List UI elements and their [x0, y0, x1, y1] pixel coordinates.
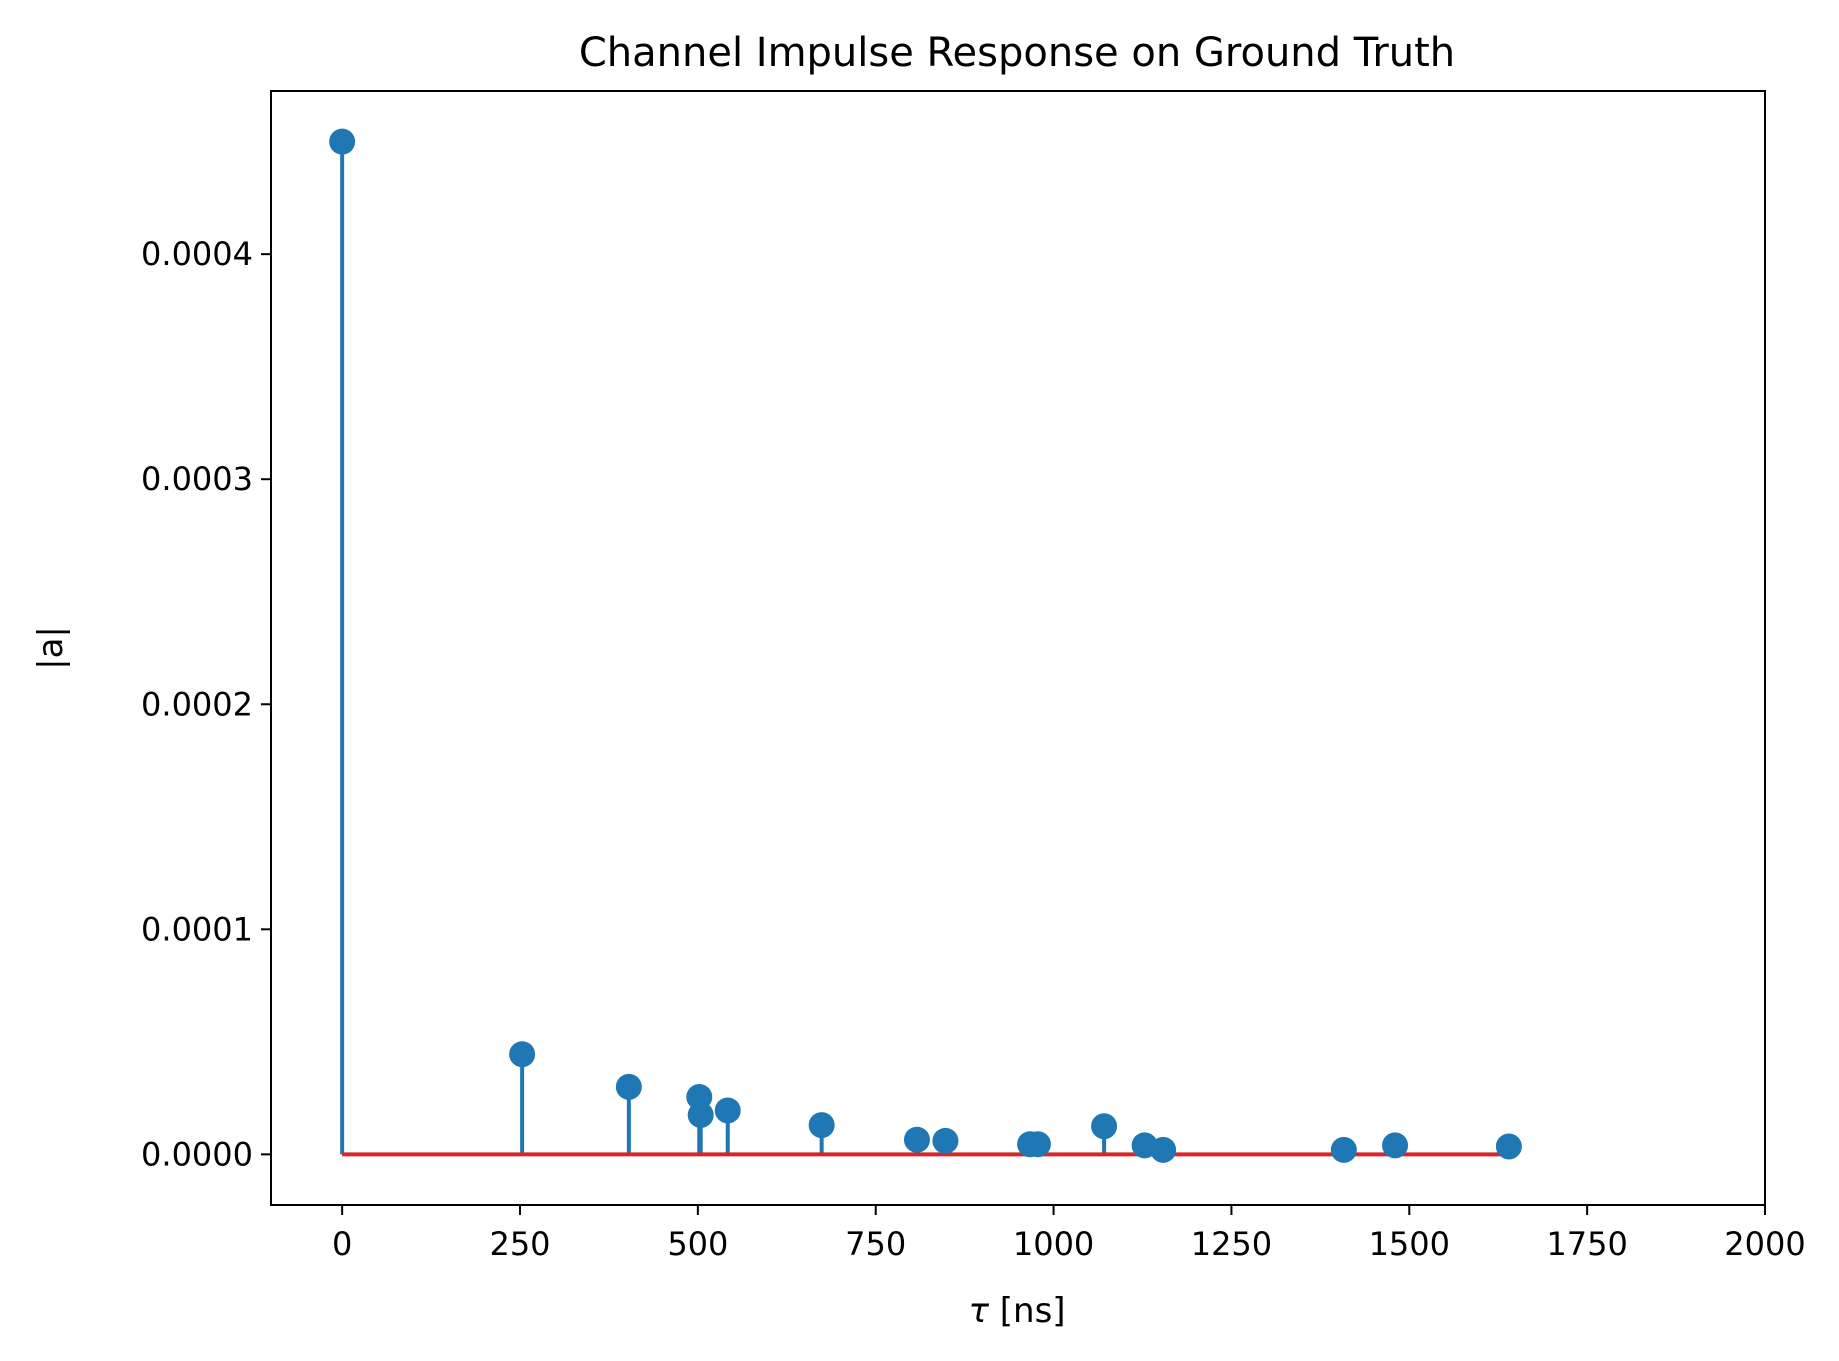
- x-tick-label: 250: [489, 1225, 550, 1263]
- y-tick-label: 0.0004: [141, 235, 253, 273]
- stem-marker: [687, 1101, 714, 1128]
- x-axis: 0 250 500 750 1000 1250 1500 1750 2000: [332, 1205, 1806, 1263]
- x-axis-label: τ [ns]: [968, 1291, 1065, 1331]
- x-tick-label: 2000: [1724, 1225, 1805, 1263]
- y-tick-label: 0.0003: [141, 460, 253, 498]
- y-tick-label: 0.0001: [141, 910, 253, 948]
- stem-marker: [509, 1041, 536, 1068]
- stem-marker: [615, 1073, 642, 1100]
- stem-marker: [714, 1097, 741, 1124]
- stem-marker: [903, 1126, 930, 1153]
- y-axis: 0.0000 0.0001 0.0002 0.0003 0.0004: [141, 235, 271, 1173]
- stem-marker: [1024, 1131, 1051, 1158]
- stem-marker: [1091, 1113, 1118, 1140]
- x-tick-label: 1250: [1191, 1225, 1272, 1263]
- x-axis-label-symbol: τ: [968, 1291, 989, 1331]
- plot-frame: [270, 90, 1766, 1206]
- x-tick-label: 1500: [1369, 1225, 1450, 1263]
- x-tick-label: 750: [845, 1225, 906, 1263]
- x-tick-label: 0: [332, 1225, 352, 1263]
- x-axis-label-unit: [ns]: [1000, 1291, 1066, 1331]
- stem-marker: [808, 1112, 835, 1139]
- x-tick-label: 1750: [1546, 1225, 1627, 1263]
- stem-marker: [1150, 1136, 1177, 1163]
- stem-marker: [1495, 1133, 1522, 1160]
- stem-marker: [329, 128, 356, 155]
- x-tick-label: 1000: [1013, 1225, 1094, 1263]
- stem-marker: [932, 1127, 959, 1154]
- y-axis-label: |a|: [31, 626, 71, 670]
- stem-marker: [1330, 1136, 1357, 1163]
- x-tick-label: 500: [667, 1225, 728, 1263]
- chart-title: Channel Impulse Response on Ground Truth: [579, 30, 1455, 76]
- stem-marker: [1382, 1132, 1409, 1159]
- y-tick-label: 0.0000: [141, 1135, 253, 1173]
- y-tick-label: 0.0002: [141, 685, 253, 723]
- markers-layer: [329, 128, 1522, 1163]
